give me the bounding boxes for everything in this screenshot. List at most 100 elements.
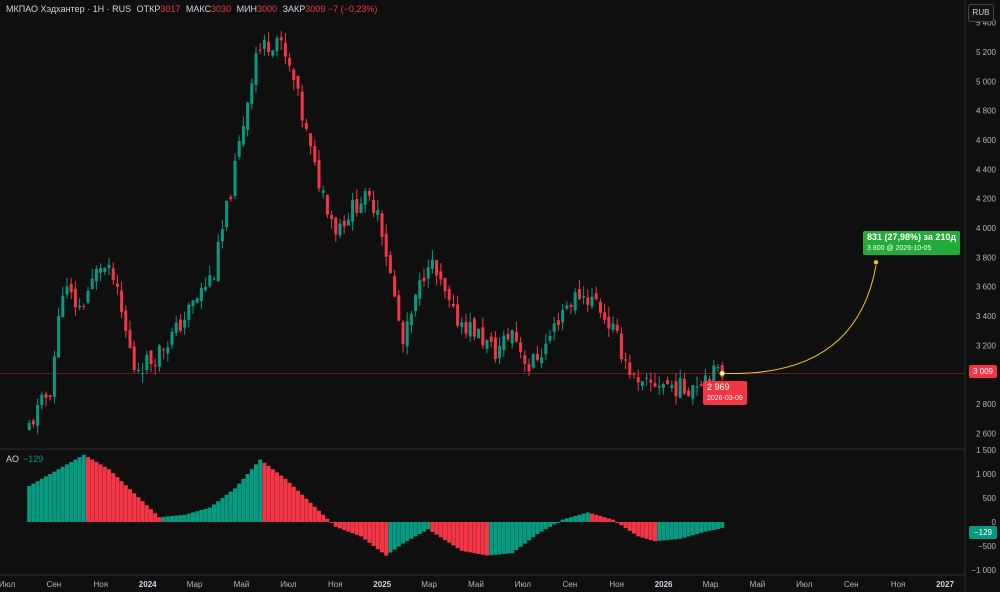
- candle-body: [561, 310, 565, 323]
- ao-bar: [632, 522, 636, 534]
- candle-body: [624, 359, 628, 361]
- ao-bar: [447, 522, 452, 543]
- ao-bar: [31, 483, 36, 522]
- ao-bar: [598, 516, 603, 522]
- candle-body: [426, 267, 430, 279]
- ao-bar: [342, 522, 347, 530]
- ao-name: AO: [6, 454, 20, 464]
- ao-bar: [270, 469, 275, 522]
- ao-bar: [212, 504, 216, 522]
- ao-bar: [191, 512, 195, 522]
- candle-body: [435, 260, 439, 276]
- candle-body: [502, 335, 506, 351]
- candle-body: [241, 126, 245, 145]
- candle-body: [472, 318, 476, 337]
- ao-bar: [682, 522, 687, 538]
- ao-bar: [640, 522, 645, 538]
- ao-bar: [39, 478, 44, 522]
- ao-legend[interactable]: AO −129: [6, 454, 43, 464]
- ao-bar: [60, 466, 65, 522]
- ao-bar: [556, 522, 561, 523]
- candle-body: [380, 213, 384, 237]
- ao-bar: [220, 498, 225, 522]
- ao-bar: [464, 522, 468, 552]
- projection-change: 831 (27,98%) за 210д: [867, 232, 957, 242]
- ao-tick-label: 0: [992, 518, 997, 527]
- ao-bar: [581, 513, 586, 522]
- ao-bar: [359, 522, 363, 537]
- price-tick-label: 2 600: [976, 429, 997, 438]
- ao-bar: [573, 516, 578, 522]
- ao-bar: [90, 459, 95, 522]
- candle-body: [674, 381, 678, 397]
- candle-body: [288, 57, 292, 66]
- candle-body: [27, 422, 31, 430]
- candle-body: [204, 286, 208, 291]
- candle-body: [649, 379, 653, 383]
- high-value: 3030: [211, 4, 232, 14]
- ao-bar: [594, 514, 599, 522]
- candle-body: [107, 264, 111, 269]
- candle-body: [552, 323, 556, 332]
- candle-body: [409, 313, 413, 326]
- candle-body: [132, 346, 136, 371]
- candle-body: [330, 215, 334, 220]
- chart-legend: МКПАО Хэдхантер · 1Н · RUS ОТКР3017 МАКС…: [6, 4, 377, 14]
- ao-bar: [367, 522, 372, 543]
- ao-bar: [510, 522, 515, 554]
- ao-bar: [254, 464, 258, 522]
- ao-bar: [527, 522, 531, 541]
- candle-body: [506, 334, 510, 340]
- ao-bar: [434, 522, 439, 535]
- projection-label[interactable]: 831 (27,98%) за 210д 3 800 @ 2026-10-05: [863, 231, 961, 255]
- ao-bar: [140, 501, 145, 522]
- symbol-title[interactable]: МКПАО Хэдхантер · 1Н · RUS: [6, 4, 132, 14]
- ao-bar: [577, 514, 582, 522]
- ao-bar: [653, 522, 657, 542]
- time-tick-label: 2025: [373, 580, 391, 589]
- change-value: −7 (−0,23%): [327, 4, 378, 14]
- ao-bar: [606, 518, 611, 522]
- candle-body: [485, 340, 489, 349]
- candle-body: [36, 405, 40, 426]
- time-tick-label: Сен: [562, 580, 577, 589]
- ao-bar: [497, 522, 502, 555]
- candle-body: [493, 337, 497, 360]
- candle-body: [86, 290, 90, 303]
- ao-bar: [157, 517, 162, 522]
- open-value: 3017: [160, 4, 181, 14]
- candle-body: [304, 123, 308, 129]
- candle-body: [510, 330, 514, 344]
- candle-body: [540, 357, 544, 364]
- candle-body: [678, 378, 682, 398]
- candle-body: [309, 133, 313, 147]
- candle-body: [548, 335, 552, 341]
- ao-bar: [623, 522, 628, 528]
- ao-bar: [237, 483, 242, 522]
- candle-body: [124, 310, 128, 331]
- ao-bar: [690, 522, 695, 536]
- currency-button[interactable]: RUB: [968, 4, 994, 22]
- ao-bar: [531, 522, 536, 538]
- projection-start-dot: [719, 370, 725, 377]
- candle-body: [115, 283, 119, 287]
- ao-tick-label: 1 000: [976, 470, 997, 479]
- ao-bar: [455, 522, 460, 549]
- candle-body: [586, 297, 590, 305]
- price-tick-label: 4 800: [976, 107, 997, 116]
- candle-body: [468, 322, 472, 337]
- candle-body: [313, 146, 317, 163]
- ao-bar: [707, 522, 712, 531]
- ao-bar: [619, 522, 624, 526]
- candle-body: [464, 321, 468, 334]
- ao-bar: [275, 472, 279, 522]
- candle-body: [162, 349, 166, 351]
- candle-body: [456, 304, 460, 326]
- candle-body: [687, 390, 691, 396]
- time-tick-label: Май: [750, 580, 766, 589]
- time-tick-label: Май: [234, 580, 250, 589]
- candle-body: [229, 196, 233, 200]
- candle-body: [640, 381, 644, 386]
- candle-body: [519, 342, 523, 353]
